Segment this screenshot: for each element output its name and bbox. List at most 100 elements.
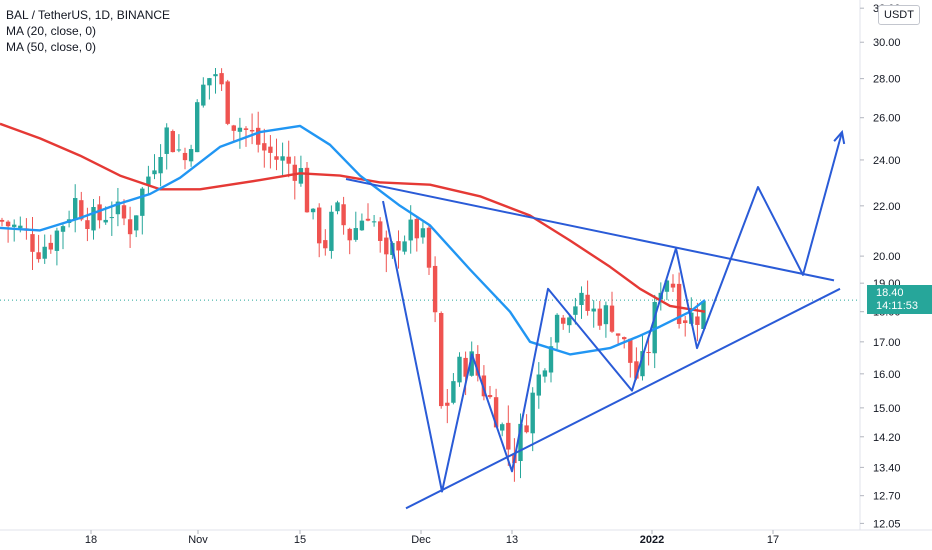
candle: [591, 300, 596, 328]
candle: [66, 210, 72, 228]
candle-body: [664, 280, 670, 292]
candle: [268, 135, 273, 169]
candle: [225, 79, 230, 126]
candle-body: [201, 84, 206, 106]
candle-body: [5, 221, 11, 227]
candle: [158, 144, 163, 187]
last-price-badge: 18.40 14:11:53: [867, 285, 932, 314]
candle-body: [195, 102, 200, 153]
candle-body: [500, 424, 505, 431]
candle-body: [396, 241, 401, 251]
candle: [195, 99, 200, 153]
candle: [140, 186, 145, 235]
candle-body: [170, 131, 175, 153]
y-tick-label: 17.00: [873, 337, 901, 349]
currency-button[interactable]: USDT: [878, 5, 920, 25]
ma50-line: [0, 122, 706, 313]
candle-body: [158, 157, 163, 174]
candle: [378, 217, 383, 253]
candle: [91, 198, 96, 240]
candle-body: [640, 351, 645, 377]
candle-body: [384, 237, 389, 255]
candle-body: [493, 397, 499, 428]
candle: [60, 224, 66, 250]
candle-body: [676, 283, 682, 324]
candle: [542, 368, 548, 383]
candle-body: [188, 149, 194, 162]
candle-body: [310, 208, 316, 213]
y-tick-label: 26.00: [873, 113, 901, 125]
candle-body: [30, 234, 35, 252]
legend-ma50[interactable]: MA (50, close, 0): [6, 40, 97, 54]
candle: [573, 297, 578, 325]
candle-body: [262, 143, 267, 151]
candle-body: [280, 156, 285, 161]
candle-body: [652, 301, 657, 354]
candle-body: [286, 156, 291, 164]
candle-body: [536, 374, 541, 396]
candle: [384, 230, 389, 273]
candle: [439, 311, 444, 409]
candle: [432, 256, 438, 323]
x-tick-label: 2022: [640, 534, 664, 546]
candle: [603, 301, 609, 338]
candle: [146, 165, 151, 195]
candle: [548, 337, 554, 383]
candle-body: [0, 219, 5, 222]
candle-body: [225, 81, 230, 124]
candle-body: [304, 167, 310, 213]
candle-body: [60, 226, 66, 232]
y-tick-label: 14.20: [873, 432, 901, 444]
candle: [628, 338, 633, 378]
candle-body: [109, 217, 114, 219]
candle-body: [695, 316, 700, 325]
y-tick-label: 15.00: [873, 403, 901, 415]
y-tick-label: 30.00: [873, 37, 901, 49]
candle-body: [274, 156, 279, 160]
upper-trendline: [345, 178, 835, 282]
candle: [12, 219, 17, 242]
candle: [298, 155, 304, 187]
candle-body: [439, 313, 444, 407]
candle: [42, 234, 47, 264]
arrowhead: [833, 129, 846, 145]
candle-body: [152, 170, 157, 175]
candle-body: [347, 228, 352, 241]
candle: [170, 129, 175, 153]
candle-body: [701, 301, 706, 329]
candle: [561, 314, 566, 330]
candle: [152, 154, 157, 180]
candle: [341, 196, 346, 235]
x-tick-label: Nov: [188, 534, 208, 546]
candle: [567, 315, 572, 333]
candle-body: [103, 219, 108, 223]
candle-body: [628, 338, 633, 363]
candle-body: [426, 227, 432, 268]
candle-body: [445, 402, 450, 406]
candle-body: [670, 283, 676, 288]
candle-body: [18, 225, 23, 228]
candle: [30, 217, 35, 271]
candle: [115, 187, 121, 227]
y-tick-label: 16.00: [873, 369, 901, 381]
candle-body: [249, 129, 255, 132]
candle-body: [469, 351, 474, 376]
candle-body: [463, 357, 468, 377]
candle: [359, 213, 365, 231]
candle: [554, 313, 560, 350]
candle-body: [85, 220, 90, 230]
candle: [414, 216, 419, 252]
y-tick-label: 22.00: [873, 201, 901, 213]
x-tick-label: 13: [506, 534, 518, 546]
candle-body: [371, 221, 377, 223]
candle: [231, 124, 236, 143]
candle-body: [420, 228, 426, 238]
candle-body: [414, 218, 419, 239]
legend-ma20[interactable]: MA (20, close, 0): [6, 24, 97, 38]
candle-body: [567, 317, 572, 326]
candle-body: [683, 320, 688, 324]
candle: [500, 422, 505, 437]
candle-body: [542, 370, 548, 377]
